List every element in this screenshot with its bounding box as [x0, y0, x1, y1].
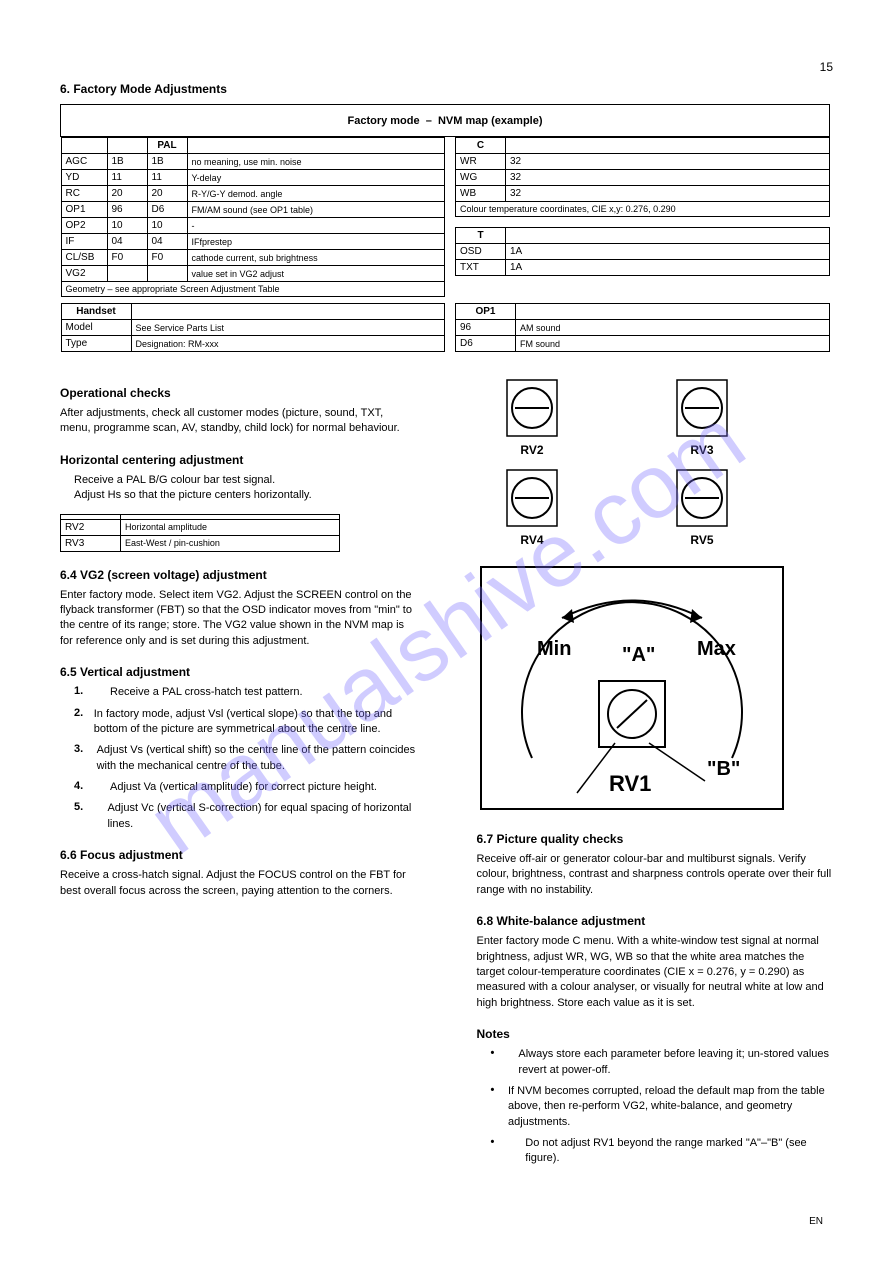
table-row: YD1111Y-delay — [61, 170, 445, 186]
section-title: 6. Factory Mode Adjustments — [60, 82, 833, 96]
op-checks-heading: Operational checks — [60, 386, 417, 400]
pot-label: RV3 — [690, 443, 713, 457]
note-item: Do not adjust RV1 beyond the range marke… — [525, 1136, 833, 1167]
vg2-text: Enter factory mode. Select item VG2. Adj… — [60, 588, 417, 650]
wb-heading: 6.8 White-balance adjustment — [477, 914, 834, 928]
page-number: 15 — [60, 60, 833, 74]
page-footer: EN — [0, 1216, 893, 1227]
pot-label: RV2 — [520, 443, 543, 457]
right-column: RV2 RV3 RV4 RV5 — [477, 370, 834, 1173]
focus-text: Receive a cross-hatch signal. Adjust the… — [60, 868, 417, 899]
diagram-min-label: Min — [537, 638, 571, 660]
vert-step: Adjust Vs (vertical shift) so the centre… — [97, 743, 417, 774]
diagram-b-label: "B" — [707, 758, 740, 780]
horiz-heading: Horizontal centering adjustment — [60, 453, 417, 467]
vert-step: Adjust Vc (vertical S-correction) for eq… — [107, 801, 416, 832]
t-table: T OSD1A TXT1A — [455, 227, 830, 276]
table-row: RC2020R-Y/G-Y demod. angle — [61, 186, 445, 202]
op-checks-text: After adjustments, check all customer mo… — [60, 406, 417, 437]
nvm-left-table: PAL AGC1B1Bno meaning, use min. noise YD… — [61, 137, 446, 297]
diagram-max-label: Max — [697, 638, 736, 660]
diagram-rv1-label: RV1 — [609, 771, 651, 796]
table-row: RV2Horizontal amplitude — [61, 519, 340, 535]
vert-step: In factory mode, adjust Vsl (vertical sl… — [94, 707, 417, 738]
table-row: WR32 — [456, 154, 830, 170]
quality-heading: 6.7 Picture quality checks — [477, 832, 834, 846]
left-column: Operational checks After adjustments, ch… — [60, 370, 417, 1173]
horiz-step: Receive a PAL B/G colour bar test signal… — [74, 473, 417, 488]
vert-step: Adjust Va (vertical amplitude) for corre… — [110, 780, 377, 795]
wb-text: Enter factory mode C menu. With a white-… — [477, 934, 834, 1011]
table-row: CL/SBF0F0cathode current, sub brightness — [61, 250, 445, 266]
table-row: OP21010- — [61, 218, 445, 234]
table-row: ModelSee Service Parts List — [61, 320, 445, 336]
c-table: C WR32 WG32 WB32 Colour temperature coor… — [455, 137, 830, 217]
table-row: 96AM sound — [456, 320, 830, 336]
vert-heading: 6.5 Vertical adjustment — [60, 665, 417, 679]
potentiometer-grid-icon: RV2 RV3 RV4 RV5 — [477, 370, 777, 550]
table-row: OSD1A — [456, 244, 830, 260]
notes-heading: Notes — [477, 1027, 834, 1041]
quality-text: Receive off-air or generator colour-bar … — [477, 852, 834, 898]
op1-table: OP1 96AM sound D6FM sound — [455, 303, 830, 352]
note-item: If NVM becomes corrupted, reload the def… — [508, 1084, 833, 1130]
table-row: OP196D6FM/AM sound (see OP1 table) — [61, 202, 445, 218]
diagram-a-label: "A" — [622, 644, 655, 666]
table-row: IF0404IFfprestep — [61, 234, 445, 250]
pot-label: RV4 — [520, 533, 543, 547]
table-row: TXT1A — [456, 260, 830, 276]
rv1-diagram-icon: Min Max "A" "B" RV1 — [477, 563, 787, 813]
geometry-span-row: Geometry – see appropriate Screen Adjust… — [61, 282, 445, 297]
pot-label: RV5 — [690, 533, 713, 547]
table-row: WG32 — [456, 170, 830, 186]
table-row: TypeDesignation: RM-xxx — [61, 336, 445, 352]
horiz-step: Adjust Hs so that the picture centers ho… — [74, 488, 417, 503]
handset-table: Handset ModelSee Service Parts List Type… — [61, 303, 446, 352]
rv-preset-table: RV2Horizontal amplitude RV3East-West / p… — [60, 514, 340, 552]
vert-step: Receive a PAL cross-hatch test pattern. — [110, 685, 303, 700]
factory-mode-block: Factory mode – NVM map (example) PAL AGC… — [60, 104, 830, 352]
note-item: Always store each parameter before leavi… — [518, 1047, 833, 1078]
vg2-heading: 6.4 VG2 (screen voltage) adjustment — [60, 568, 417, 582]
table-row: RV3East-West / pin-cushion — [61, 535, 340, 551]
table-row: AGC1B1Bno meaning, use min. noise — [61, 154, 445, 170]
focus-heading: 6.6 Focus adjustment — [60, 848, 417, 862]
table-row: D6FM sound — [456, 336, 830, 352]
table-row: WB32 — [456, 186, 830, 202]
table-row: VG2value set in VG2 adjust — [61, 266, 445, 282]
factory-mode-title: Factory mode – NVM map (example) — [61, 105, 830, 137]
